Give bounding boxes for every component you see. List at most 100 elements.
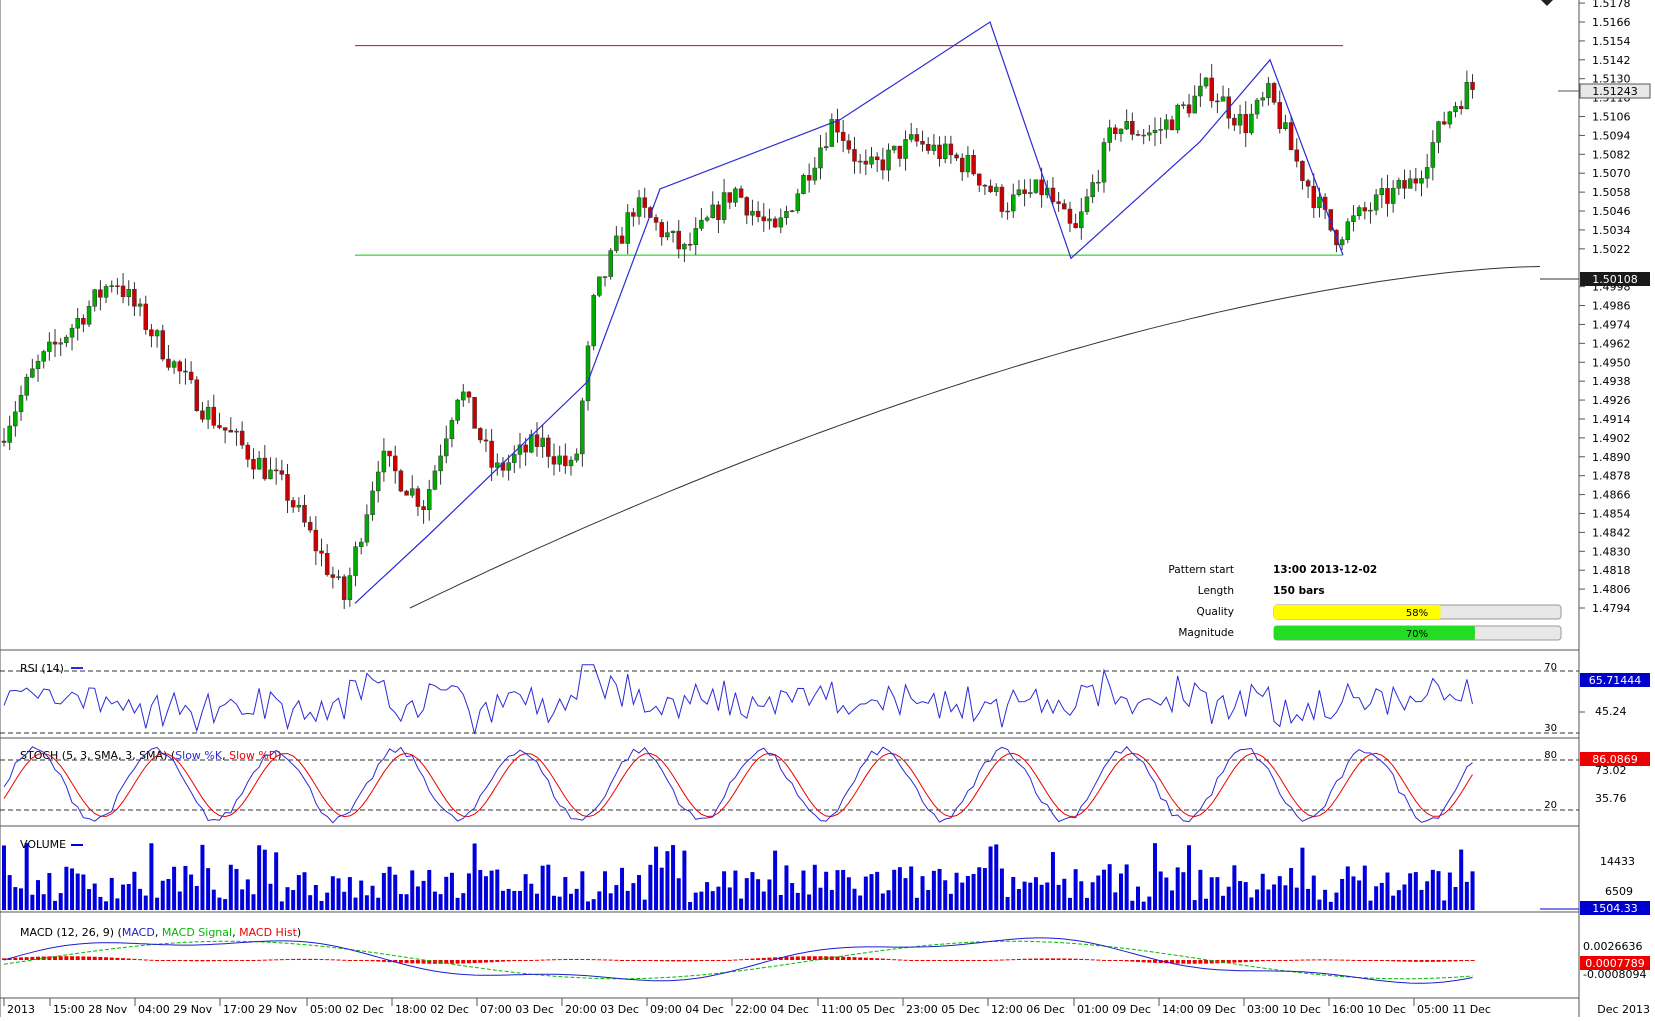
macd-hist-bar	[1045, 958, 1050, 960]
volume-bar	[960, 882, 965, 910]
macd-hist-bar	[274, 959, 279, 961]
volume-bar	[1266, 889, 1271, 910]
macd-hist-bar	[1294, 959, 1299, 961]
volume-bar	[398, 894, 403, 910]
candle	[738, 185, 744, 199]
candle-body	[704, 217, 710, 221]
candle-body	[251, 459, 256, 470]
current-price-box: 1.51243	[1558, 83, 1651, 99]
candle	[1, 427, 7, 447]
candle-body	[109, 285, 114, 287]
volume-bar	[245, 879, 250, 910]
candle	[1175, 103, 1180, 134]
candle	[132, 282, 137, 317]
candle-body	[421, 506, 426, 510]
macd-hist-bar	[223, 960, 228, 961]
volume-bar	[421, 880, 426, 910]
stoch-k-line	[3, 746, 1473, 824]
candle-body	[24, 376, 29, 396]
candle-body	[908, 134, 914, 140]
macd-hist-bar	[75, 956, 80, 960]
moving-average	[409, 266, 1541, 609]
candle	[1266, 77, 1271, 106]
volume-bar	[1328, 901, 1333, 910]
candle-body	[1062, 203, 1067, 210]
candle-body	[404, 490, 409, 496]
candle	[1022, 179, 1027, 207]
volume-bar	[739, 898, 744, 910]
candle	[47, 332, 52, 361]
candle	[375, 461, 381, 503]
macd-hist-bar	[1101, 959, 1106, 961]
macd-hist-bar	[784, 956, 789, 960]
candle-body	[245, 444, 251, 460]
candle-body	[631, 212, 636, 217]
time-tick-label: 01:00 09 Dec	[1077, 1003, 1151, 1016]
candle-body	[41, 351, 46, 362]
macd-hist-bar	[540, 959, 545, 961]
macd-hist-bar	[149, 959, 154, 961]
candle-body	[1067, 208, 1073, 224]
macd-hist-bar	[733, 959, 738, 961]
macd-hist-bar	[121, 958, 126, 960]
candle	[534, 422, 540, 457]
candle-body	[1005, 210, 1010, 213]
candle-body	[47, 341, 52, 352]
candle-body	[801, 175, 806, 194]
candle	[529, 429, 534, 454]
candle	[86, 300, 92, 328]
time-tick-label: 11:00 05 Dec	[821, 1003, 895, 1016]
time-tick-label: 17:00 29 Nov	[223, 1003, 298, 1016]
candle	[353, 541, 358, 587]
volume-bar	[1323, 889, 1328, 910]
candle	[676, 219, 681, 259]
volume-bar	[1118, 873, 1123, 910]
volume-bar	[1249, 897, 1254, 910]
candle	[1339, 236, 1345, 251]
volume-bar	[750, 872, 755, 910]
volume-bar	[824, 871, 829, 910]
macd-hist-bar	[699, 960, 704, 962]
scroll-marker-icon[interactable]	[1541, 0, 1553, 6]
candle-body	[285, 474, 290, 501]
candle-body	[1198, 85, 1203, 97]
macd-hist-bar	[189, 960, 194, 962]
candle-body	[1283, 122, 1288, 129]
candle-body	[994, 186, 999, 192]
candle	[188, 361, 194, 384]
volume-bar	[1317, 899, 1322, 910]
macd-hist-bar	[1175, 960, 1180, 964]
candle-body	[880, 159, 886, 171]
volume-bar	[512, 890, 517, 910]
macd-hist-bar	[285, 959, 290, 961]
macd-hist-bar	[206, 960, 211, 962]
macd-hist-bar	[665, 960, 670, 962]
macd-hist-bar	[1413, 960, 1418, 962]
candle-body	[415, 488, 421, 507]
candle	[1090, 174, 1095, 204]
candle-body	[1260, 97, 1265, 101]
rsi-value: 65.71444	[1589, 674, 1642, 687]
macd-hist-bar	[756, 958, 761, 960]
volume-bar	[597, 891, 602, 910]
candle-body	[353, 546, 358, 576]
candle	[500, 457, 506, 478]
macd-hist-bar	[1016, 958, 1021, 960]
candle	[778, 208, 784, 234]
volume-bar	[1436, 871, 1441, 910]
candle-body	[1458, 106, 1464, 109]
price-tick-label: 1.5070	[1592, 167, 1631, 180]
stoch-d-line	[3, 752, 1473, 818]
stoch-d-label: Slow %D	[229, 749, 277, 762]
price-tick-label: 1.4974	[1592, 318, 1631, 331]
candle-body	[1453, 106, 1458, 113]
candle-body	[636, 197, 642, 217]
macd-hist-bar	[1425, 960, 1430, 962]
volume-bar	[466, 873, 471, 910]
macd-hist-bar	[512, 960, 517, 961]
macd-hist-bar	[812, 956, 817, 960]
volume-bar	[342, 891, 347, 910]
price-tick-label: 1.5046	[1592, 205, 1631, 218]
candle	[574, 448, 579, 463]
volume-bar	[546, 864, 551, 910]
